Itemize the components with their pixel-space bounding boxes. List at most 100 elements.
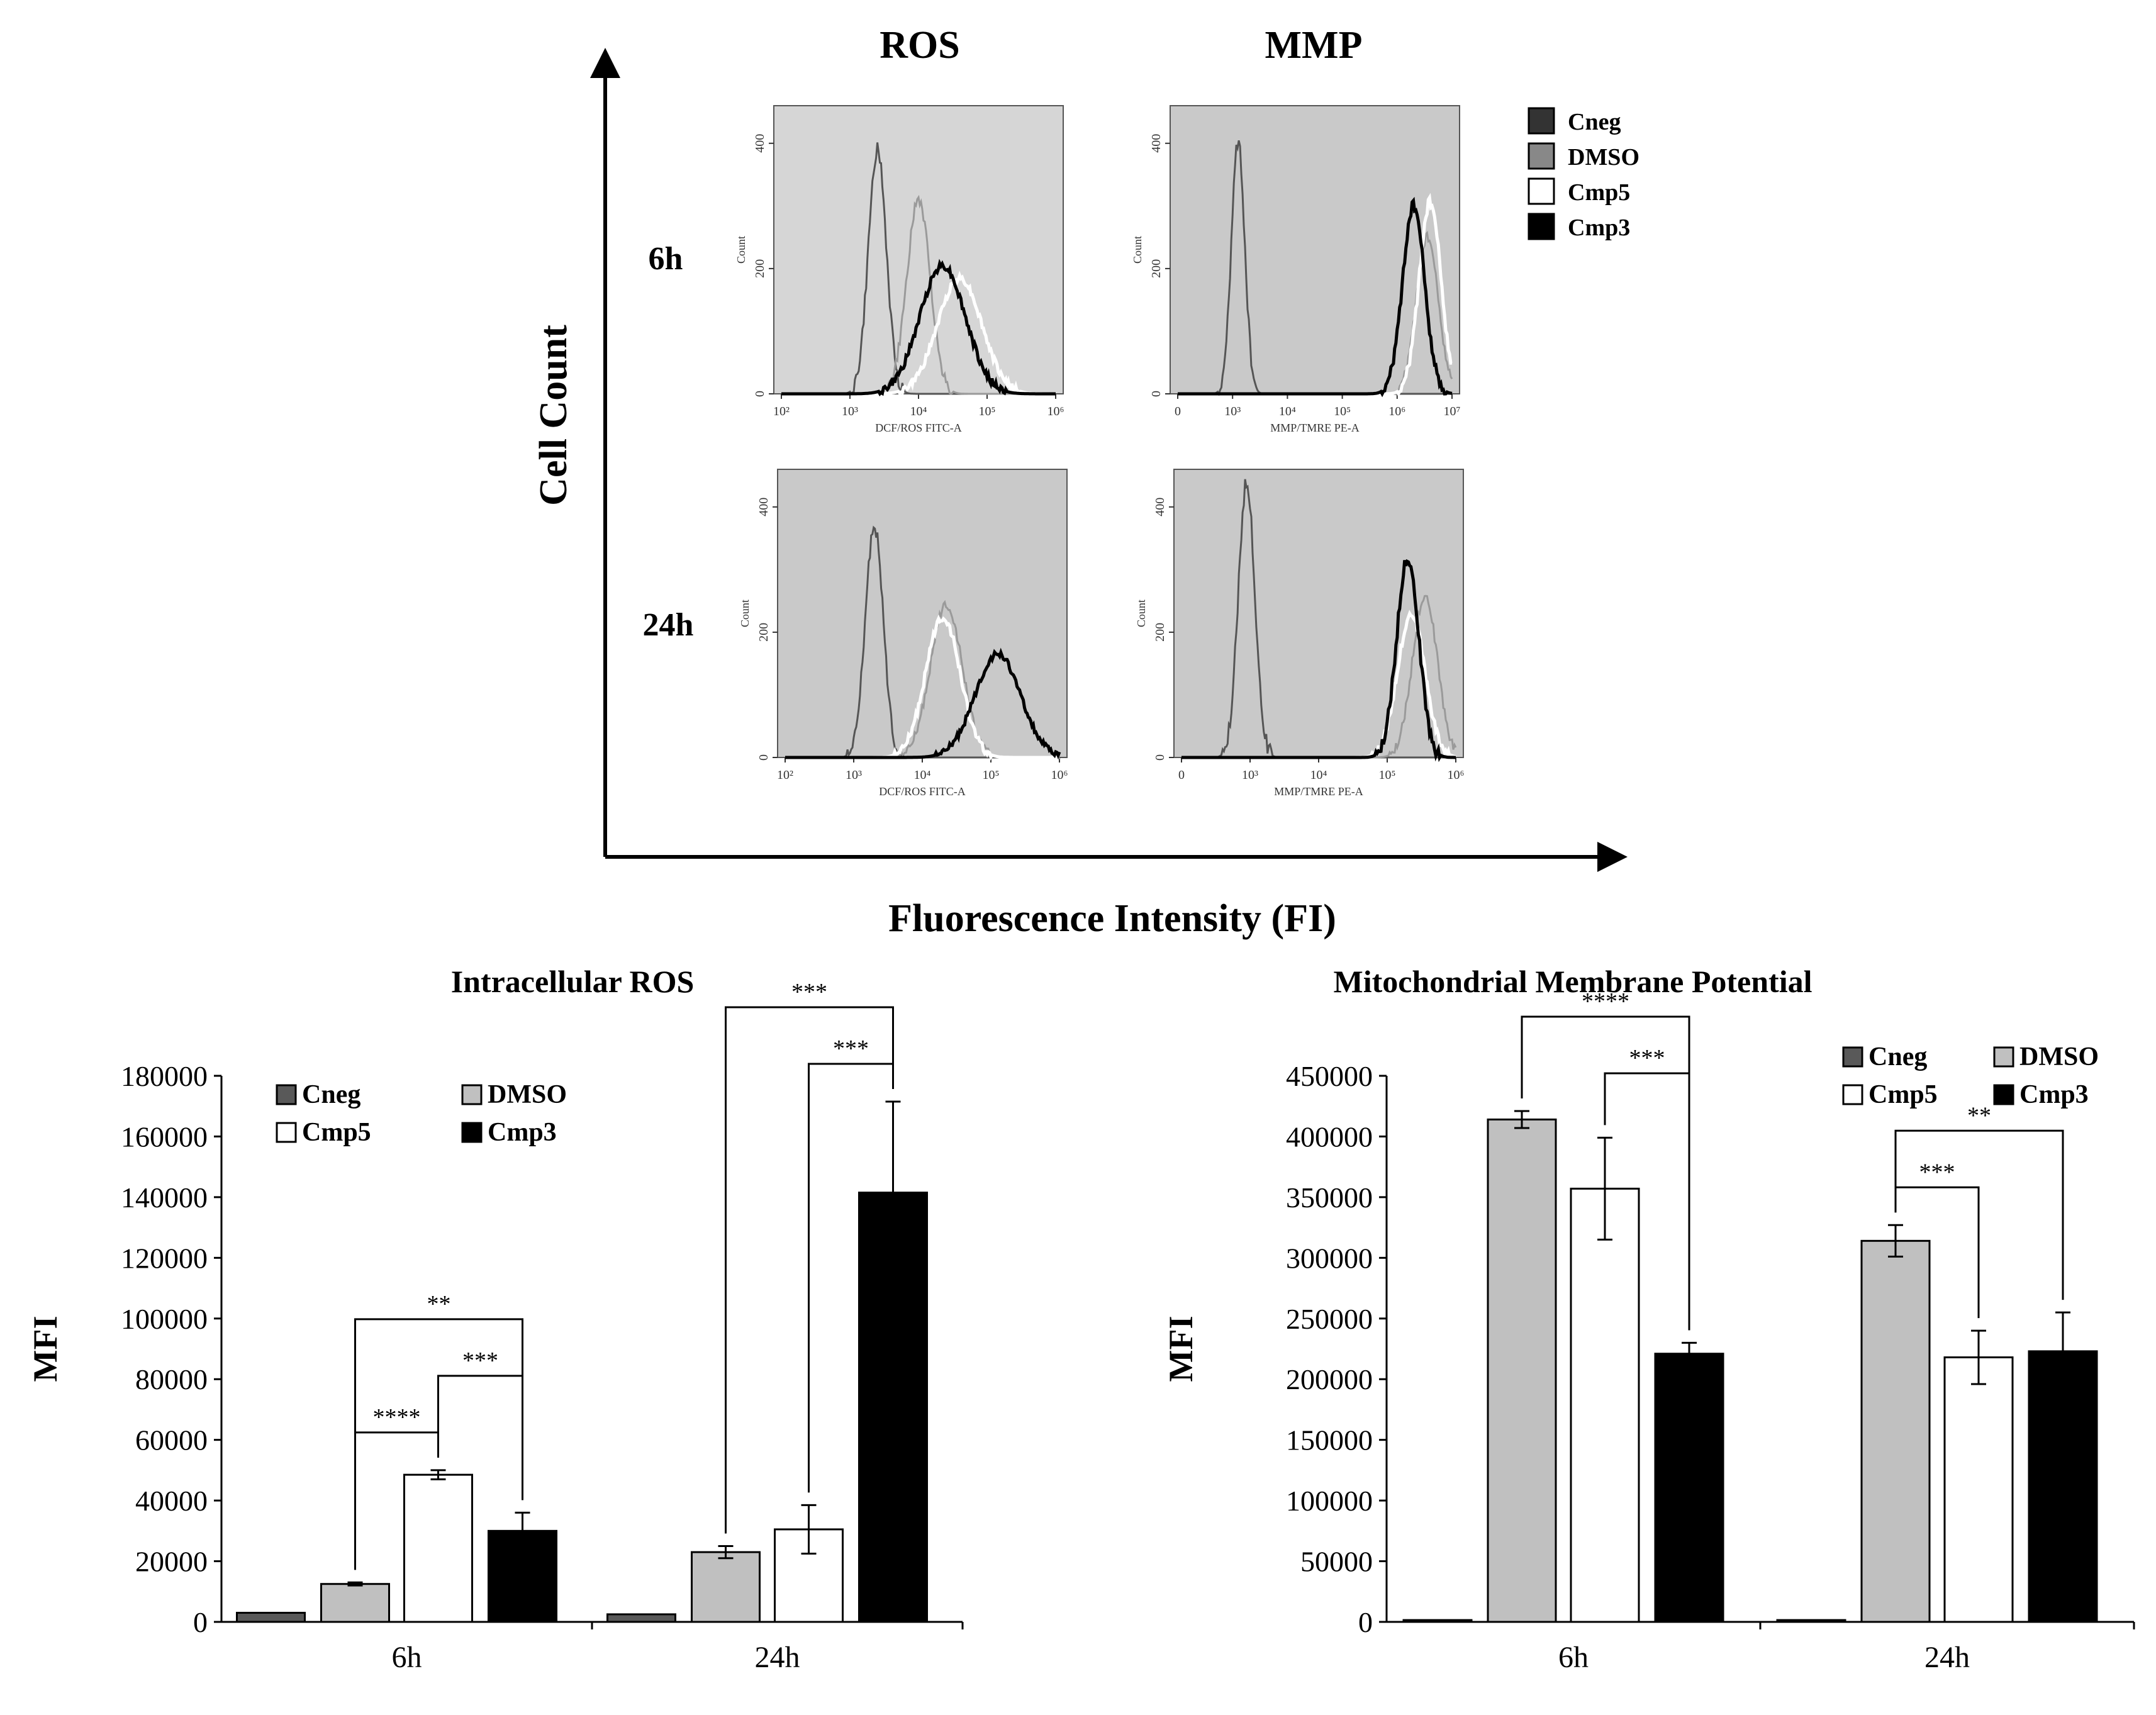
chart-x-tick-label: 24h xyxy=(755,1641,800,1674)
column-header-ros: ROS xyxy=(880,24,959,67)
flow-x-tick-label: 10³ xyxy=(846,768,862,782)
legend-label-cneg: Cneg xyxy=(1868,1042,1927,1071)
bar-cneg-24h xyxy=(606,1613,676,1623)
flow-x-tick-label: 10³ xyxy=(1242,768,1258,782)
chart-y-tick-label: 450000 xyxy=(1286,1060,1373,1092)
significance-bracket xyxy=(725,1006,894,1534)
significance-label: *** xyxy=(462,1348,498,1374)
significance-label: **** xyxy=(1582,988,1629,1015)
legend-label-cmp3: Cmp3 xyxy=(2019,1080,2089,1109)
flow-x-tick-label: 10⁵ xyxy=(979,405,996,418)
chart-y-tick-label: 250000 xyxy=(1286,1303,1373,1335)
legend-label-cmp5: Cmp5 xyxy=(1568,179,1630,206)
bar-chart-ros: Intracellular ROS MFI 0 20000 40000 60000 8000… xyxy=(26,964,964,1674)
legend-label-dmso: DMSO xyxy=(488,1080,567,1109)
legend-label-cneg: Cneg xyxy=(302,1080,360,1109)
histogram-cmp3 xyxy=(1178,196,1453,398)
flow-y-axis-label: Count xyxy=(1135,600,1148,627)
chart-y-tick-label: 400000 xyxy=(1286,1120,1373,1153)
bar-dmso-24h xyxy=(691,1551,761,1623)
flow-y-axis-label: Count xyxy=(739,600,751,627)
column-header-mmp: MMP xyxy=(1265,24,1363,67)
histogram-cmp3 xyxy=(781,259,1056,396)
flow-x-tick-label: 10⁴ xyxy=(1310,768,1327,782)
chart-y-tick-label: 100000 xyxy=(121,1303,208,1335)
histogram-cmp3 xyxy=(1181,559,1456,763)
flow-y-tick-label: 0 xyxy=(753,391,767,397)
flow-x-tick-label: 10⁵ xyxy=(1379,768,1396,782)
flow-x-tick-label: 10³ xyxy=(1224,405,1241,418)
flow-x-axis-label: DCF/ROS FITC-A xyxy=(879,785,966,798)
bar-cmp5-24h xyxy=(1943,1356,2014,1623)
legend-swatch-dmso xyxy=(461,1084,483,1105)
bar-cmp3-6h xyxy=(1654,1353,1724,1623)
legend-label-cmp3: Cmp3 xyxy=(1568,215,1630,241)
legend-swatch-cmp3 xyxy=(461,1122,483,1143)
chart-y-label: MFI xyxy=(26,1316,64,1382)
flow-x-tick-label: 10⁶ xyxy=(1051,768,1068,782)
significance-label: *** xyxy=(1919,1159,1955,1185)
overview-x-axis-label: Fluorescence Intensity (FI) xyxy=(888,897,1336,940)
flow-x-tick-label: 10⁶ xyxy=(1047,405,1064,418)
chart-y-tick-label: 300000 xyxy=(1286,1242,1373,1274)
chart-y-label: MFI xyxy=(1162,1316,1200,1382)
chart-title: Intracellular ROS xyxy=(451,964,695,999)
flow-panel-bg xyxy=(1170,105,1460,394)
flow-x-axis-label: MMP/TMRE PE-A xyxy=(1274,785,1363,798)
legend-swatch-cneg xyxy=(1842,1046,1863,1068)
significance-label: *** xyxy=(1629,1045,1665,1071)
chart-y-tick-label: 20000 xyxy=(135,1546,208,1578)
legend-swatch-cmp5 xyxy=(276,1122,297,1143)
flow-panel-mmp-6h: 0 10³ 10⁴ 10⁵ 10⁶ 10⁷ 0 200 400 MMP/TMRE PE-A Coun… xyxy=(1131,105,1461,434)
bar-dmso-6h xyxy=(1487,1118,1557,1623)
legend-label-dmso: DMSO xyxy=(1568,144,1639,170)
legend-swatch-cmp3 xyxy=(1528,213,1555,240)
flow-y-tick-label: 400 xyxy=(753,134,767,153)
flow-x-tick-label: 10⁵ xyxy=(983,768,1000,782)
flow-panel-bg xyxy=(777,469,1068,758)
chart-y-tick-label: 80000 xyxy=(135,1363,208,1395)
legend-label-cmp5: Cmp5 xyxy=(1868,1080,1938,1109)
flow-y-axis-label: Count xyxy=(1131,236,1144,264)
flow-y-tick-label: 200 xyxy=(753,259,767,278)
flow-x-tick-label: 0 xyxy=(1175,405,1181,418)
significance-label: *** xyxy=(791,979,827,1005)
legend-swatch-dmso xyxy=(1528,142,1555,170)
overview-legend: Cneg DMSO Cmp5 Cmp3 xyxy=(1528,107,1639,241)
bar-dmso-6h xyxy=(320,1583,390,1623)
legend-swatch-cneg xyxy=(1528,107,1555,135)
flow-panel-mmp-24h: 0 10³ 10⁴ 10⁵ 10⁶ 0 200 400 MMP/TMRE PE-A Count xyxy=(1135,469,1465,798)
overview-y-axis-label: Cell Count xyxy=(532,325,575,506)
flow-x-tick-label: 10⁴ xyxy=(910,405,927,418)
significance-label: *** xyxy=(833,1036,869,1062)
bar-cneg-6h xyxy=(236,1612,306,1623)
bar-dmso-24h xyxy=(1860,1239,1931,1623)
flow-panel-bg xyxy=(773,105,1064,394)
flow-y-axis-label: Count xyxy=(735,236,747,264)
chart-legend: Cneg DMSO Cmp5 Cmp3 xyxy=(276,1080,567,1147)
flow-panel-ros-6h: 10² 10³ 10⁴ 10⁵ 10⁶ 0 200 400 DCF/ROS FITC-A Coun… xyxy=(735,105,1064,434)
chart-y-tick-label: 0 xyxy=(193,1606,208,1638)
chart-x-tick-label: 6h xyxy=(392,1641,422,1674)
flow-x-tick-label: 10⁴ xyxy=(914,768,931,782)
flow-x-tick-label: 10² xyxy=(777,768,793,782)
significance-bracket xyxy=(354,1318,523,1570)
bar-cneg-6h xyxy=(1402,1619,1473,1623)
flow-x-axis-label: MMP/TMRE PE-A xyxy=(1270,422,1360,434)
flow-panels: 10² 10³ 10⁴ 10⁵ 10⁶ 0 200 400 DCF/ROS FITC-A Coun… xyxy=(735,105,1465,798)
histogram-cmp3 xyxy=(785,647,1061,760)
chart-y-tick-label: 0 xyxy=(1358,1606,1373,1638)
flow-y-tick-label: 200 xyxy=(757,623,771,642)
row-header-6h: 6h xyxy=(649,241,683,277)
chart-y-tick-label: 200000 xyxy=(1286,1363,1373,1395)
flow-x-axis-label: DCF/ROS FITC-A xyxy=(875,422,962,434)
flow-x-tick-label: 0 xyxy=(1178,768,1185,782)
chart-y-tick-label: 150000 xyxy=(1286,1424,1373,1456)
row-header-24h: 24h xyxy=(643,607,694,643)
flow-y-tick-label: 400 xyxy=(1149,134,1163,153)
chart-y-tick-label: 350000 xyxy=(1286,1182,1373,1214)
flow-x-tick-label: 10² xyxy=(773,405,790,418)
bar-cmp5-6h xyxy=(1570,1187,1640,1623)
flow-x-tick-label: 10⁶ xyxy=(1388,405,1405,418)
flow-y-tick-label: 0 xyxy=(1149,391,1163,397)
